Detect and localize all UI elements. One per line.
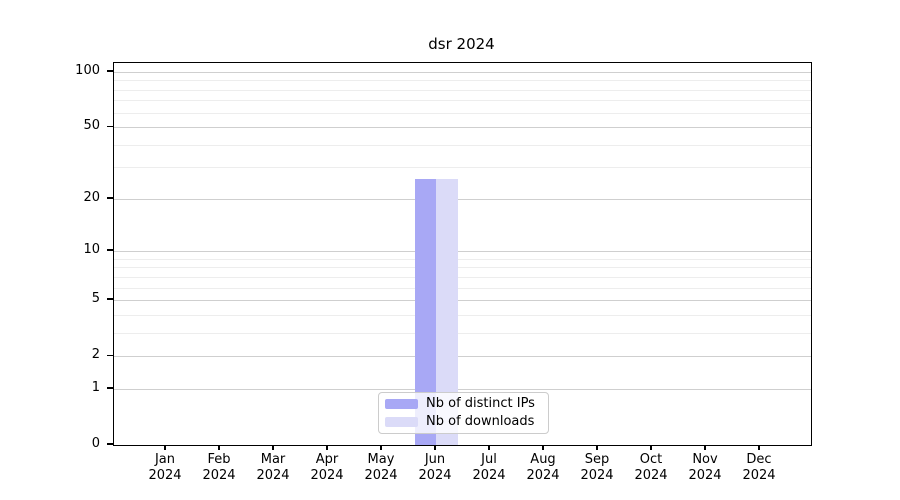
major-gridline (114, 251, 811, 253)
x-tick-mark (272, 445, 274, 450)
x-tick-label: Jan 2024 (148, 452, 182, 483)
y-tick-mark (107, 387, 113, 389)
y-tick-label: 1 (91, 379, 100, 395)
major-gridline (114, 198, 811, 200)
major-gridline (114, 300, 811, 302)
major-gridline (114, 71, 811, 73)
minor-gridline (114, 80, 811, 82)
x-tick-mark (704, 445, 706, 450)
x-tick-mark (326, 445, 328, 450)
x-tick-mark (218, 445, 220, 450)
bar-distinct-ips (414, 178, 436, 445)
plot-area (113, 62, 812, 446)
x-tick-label: Aug 2024 (526, 452, 560, 483)
x-tick-mark (596, 445, 598, 450)
major-gridline (114, 356, 811, 358)
minor-gridline (114, 267, 811, 269)
y-tick-mark (107, 298, 113, 300)
y-tick-label: 50 (83, 118, 100, 134)
y-tick-label: 5 (91, 291, 100, 307)
legend-label-distinct-ips: Nb of distinct IPs (426, 395, 535, 411)
minor-gridline (114, 167, 811, 169)
major-gridline (114, 388, 811, 390)
minor-gridline (114, 89, 811, 91)
x-tick-label: Apr 2024 (310, 452, 344, 483)
bar-downloads (436, 178, 458, 445)
x-tick-mark (488, 445, 490, 450)
x-tick-mark (164, 445, 166, 450)
minor-gridline (114, 332, 811, 334)
legend-swatch-downloads-icon (385, 417, 418, 428)
x-tick-label: Oct 2024 (634, 452, 668, 483)
y-tick-mark (107, 249, 113, 251)
x-tick-label: Sep 2024 (580, 452, 614, 483)
x-tick-mark (758, 445, 760, 450)
minor-gridline (114, 287, 811, 289)
minor-gridline (114, 144, 811, 146)
major-gridline (114, 127, 811, 129)
x-tick-label: Mar 2024 (256, 452, 290, 483)
minor-gridline (114, 100, 811, 102)
y-tick-label: 2 (91, 347, 100, 363)
x-tick-mark (542, 445, 544, 450)
y-tick-mark (107, 197, 113, 199)
y-tick-mark (107, 70, 113, 72)
y-tick-mark (107, 125, 113, 127)
x-tick-label: Nov 2024 (688, 452, 722, 483)
minor-gridline (114, 314, 811, 316)
minor-gridline (114, 112, 811, 114)
legend: Nb of distinct IPs Nb of downloads (378, 392, 549, 434)
legend-swatch-distinct-ips-icon (385, 398, 418, 409)
y-tick-label: 0 (91, 436, 100, 451)
x-tick-label: Jun 2024 (418, 452, 452, 483)
y-tick-mark (107, 354, 113, 356)
x-tick-mark (380, 445, 382, 450)
x-tick-label: Feb 2024 (202, 452, 236, 483)
y-tick-mark (107, 443, 113, 445)
y-tick-label: 100 (75, 62, 100, 78)
minor-gridline (114, 258, 811, 260)
legend-entry-downloads: Nb of downloads (385, 414, 548, 430)
x-tick-label: May 2024 (364, 452, 398, 483)
x-tick-mark (650, 445, 652, 450)
chart-title: dsr 2024 (428, 35, 495, 53)
y-tick-label: 10 (83, 242, 100, 258)
minor-gridline (114, 276, 811, 278)
x-tick-label: Dec 2024 (742, 452, 776, 483)
x-tick-mark (434, 445, 436, 450)
y-tick-label: 20 (83, 189, 100, 205)
legend-label-downloads: Nb of downloads (426, 414, 535, 430)
legend-entry-distinct-ips: Nb of distinct IPs (385, 396, 548, 412)
x-tick-label: Jul 2024 (472, 452, 506, 483)
